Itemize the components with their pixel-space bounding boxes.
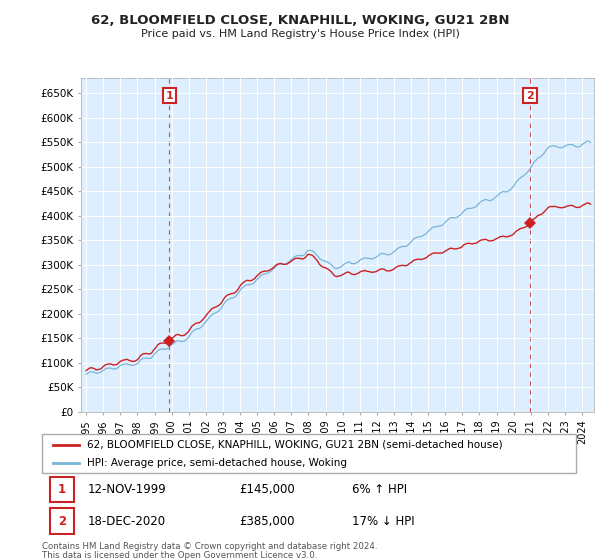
Text: £145,000: £145,000 <box>239 483 295 496</box>
Text: 17% ↓ HPI: 17% ↓ HPI <box>352 515 415 528</box>
Text: This data is licensed under the Open Government Licence v3.0.: This data is licensed under the Open Gov… <box>42 551 317 560</box>
Text: 12-NOV-1999: 12-NOV-1999 <box>88 483 166 496</box>
Text: 18-DEC-2020: 18-DEC-2020 <box>88 515 166 528</box>
FancyBboxPatch shape <box>50 508 74 534</box>
Text: Price paid vs. HM Land Registry's House Price Index (HPI): Price paid vs. HM Land Registry's House … <box>140 29 460 39</box>
Text: 1: 1 <box>166 91 173 101</box>
FancyBboxPatch shape <box>42 434 576 473</box>
Text: 62, BLOOMFIELD CLOSE, KNAPHILL, WOKING, GU21 2BN: 62, BLOOMFIELD CLOSE, KNAPHILL, WOKING, … <box>91 14 509 27</box>
Text: 2: 2 <box>526 91 534 101</box>
Text: 2: 2 <box>58 515 66 528</box>
Text: 6% ↑ HPI: 6% ↑ HPI <box>352 483 407 496</box>
Text: HPI: Average price, semi-detached house, Woking: HPI: Average price, semi-detached house,… <box>88 458 347 468</box>
Text: Contains HM Land Registry data © Crown copyright and database right 2024.: Contains HM Land Registry data © Crown c… <box>42 542 377 551</box>
FancyBboxPatch shape <box>50 477 74 502</box>
Text: 62, BLOOMFIELD CLOSE, KNAPHILL, WOKING, GU21 2BN (semi-detached house): 62, BLOOMFIELD CLOSE, KNAPHILL, WOKING, … <box>88 440 503 450</box>
Text: 1: 1 <box>58 483 66 496</box>
Text: £385,000: £385,000 <box>239 515 295 528</box>
